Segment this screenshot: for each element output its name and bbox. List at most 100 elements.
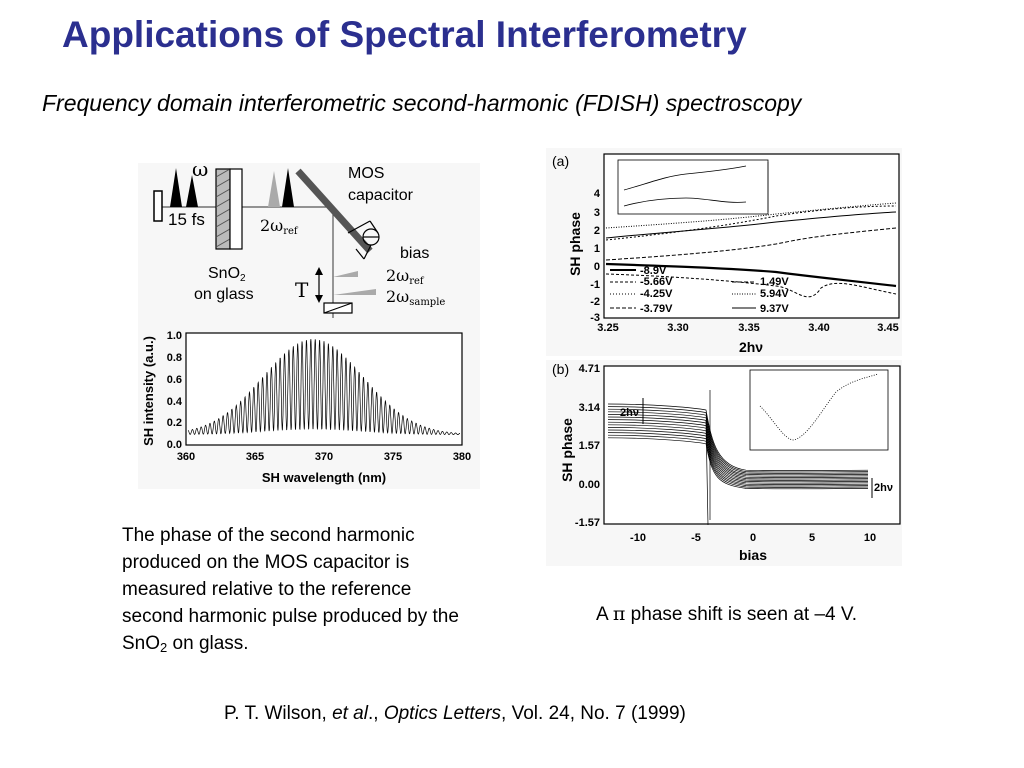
ref-subscript: ref: [283, 226, 299, 237]
pulse-duration-label: 15 fs: [168, 210, 205, 229]
x-tick: 10: [864, 532, 876, 544]
caption-right: A π phase shift is seen at –4 V.: [596, 603, 857, 626]
phase-curve: [607, 437, 869, 490]
y-tick: 0.8: [167, 352, 182, 364]
y-tick: 4: [594, 188, 601, 200]
y-tick: 0.0: [167, 439, 182, 451]
pi-symbol: π: [612, 603, 626, 625]
phase-curve: [607, 403, 869, 471]
sample-subscript: sample: [409, 297, 445, 308]
caption-line: SnO2 on glass.: [122, 630, 542, 657]
x-tick: 380: [453, 451, 471, 463]
y-tick: 2: [594, 225, 600, 237]
capacitor-label: capacitor: [348, 187, 414, 204]
phase-curve: [607, 432, 869, 487]
slide-subtitle: Frequency domain interferometric second-…: [42, 90, 802, 116]
y-tick: 0.6: [167, 374, 182, 386]
plot-b-y-label: SH phase: [559, 418, 575, 482]
phase-curve: [607, 427, 869, 484]
caption-text: phase shift is seen at –4 V.: [625, 604, 858, 625]
svg-text:2ωsample: 2ωsample: [386, 287, 445, 308]
legend: -8.9V -5.66V -4.25V -3.79V 1.49V 5.94V 9…: [640, 265, 789, 315]
citation-etal: et al: [332, 703, 368, 724]
phase-curve: [607, 424, 869, 483]
on-glass-label: on glass: [194, 286, 254, 303]
pulse-icon: [282, 168, 294, 207]
interference-fringes: [187, 339, 460, 435]
pulse-icon: [170, 168, 182, 207]
phase-curve: [607, 419, 869, 480]
plot-a-x-label: 2hν: [739, 339, 763, 355]
y-tick: -1: [590, 279, 600, 291]
legend-item: -3.79V: [640, 303, 673, 315]
omega-label: ω: [192, 163, 208, 181]
y-tick: 0.2: [167, 417, 182, 429]
phase-curve: [607, 414, 869, 477]
spectrum-x-label: SH wavelength (nm): [262, 470, 386, 485]
mos-label: MOS: [348, 165, 384, 182]
legend-item: -5.66V: [640, 276, 673, 288]
delay-t-label: T: [295, 278, 309, 302]
phase-curve: [607, 406, 869, 473]
panel-label-b: (b): [552, 361, 569, 377]
setup-and-spectrum-figure: ω 15 fs MOS capacitor 2ωref bias SnO2 on…: [138, 163, 480, 489]
mos-capacitor: [295, 168, 373, 254]
marker-right: 2hν: [874, 482, 893, 494]
phase-curve: [607, 408, 869, 474]
phase-curve: [607, 429, 869, 485]
y-tick: -1.57: [575, 517, 600, 529]
phase-curve: [705, 390, 711, 526]
y-tick: 0.4: [167, 396, 183, 408]
svg-text:SnO2: SnO2: [208, 265, 246, 284]
x-tick: 365: [246, 451, 264, 463]
bias-circuit: [347, 220, 380, 260]
pulse-icon: [268, 171, 280, 207]
y-tick: 1.57: [579, 440, 600, 452]
phase-curve: [607, 421, 869, 481]
y-tick: 0: [594, 261, 600, 273]
sno2-plate: [215, 168, 231, 250]
spectrum-plot: 1.0 0.8 0.6 0.4 0.2 0.0 360 365 370 375 …: [141, 330, 471, 485]
y-tick: -2: [590, 296, 600, 308]
svg-text:2ωref: 2ωref: [386, 266, 425, 287]
inset-plot: [749, 369, 889, 451]
panel-label-a: (a): [552, 153, 569, 169]
y-tick: -3: [590, 312, 600, 324]
citation-details: , Vol. 24, No. 7 (1999): [501, 703, 686, 724]
phase-curves: [607, 390, 869, 526]
x-tick: 3.40: [808, 322, 829, 334]
marker-left: 2hν: [620, 407, 639, 419]
x-tick: -5: [691, 532, 701, 544]
x-tick: 3.25: [597, 322, 618, 334]
y-tick: 1: [594, 243, 600, 255]
spectrum-y-label: SH intensity (a.u.): [141, 336, 156, 446]
pulse-icon: [186, 175, 198, 207]
y-tick: 1.0: [167, 330, 182, 342]
bias-label: bias: [400, 245, 429, 262]
caption-subscript: 2: [160, 640, 168, 655]
inset-plot: [617, 159, 769, 215]
phase-curve: [607, 434, 869, 488]
citation-authors: P. T. Wilson,: [224, 703, 333, 724]
citation-separator: .,: [367, 703, 384, 724]
y-tick: 0.00: [579, 479, 600, 491]
caption-text: on glass.: [167, 633, 249, 654]
plot-a-y-label: SH phase: [567, 212, 583, 276]
x-tick: 370: [315, 451, 333, 463]
legend-item: -8.9V: [640, 265, 667, 277]
ref-subscript-2: ref: [409, 276, 425, 287]
x-tick: 5: [809, 532, 815, 544]
caption-left: The phase of the second harmonic produce…: [122, 522, 542, 657]
citation: P. T. Wilson, et al., Optics Letters, Vo…: [224, 703, 686, 725]
lens-icon: [153, 190, 163, 222]
two-omega-ref-label-2: 2ω: [386, 266, 409, 285]
caption-line: second harmonic pulse produced by the: [122, 606, 459, 627]
sno2-label: SnO: [208, 265, 240, 282]
legend-item: 9.37V: [760, 303, 789, 315]
sno2-subscript: 2: [240, 273, 246, 284]
caption-line: measured relative to the reference: [122, 579, 412, 600]
phase-curve: [607, 416, 869, 478]
x-tick: 3.35: [738, 322, 759, 334]
caption-text: A: [596, 604, 613, 625]
citation-journal: Optics Letters: [383, 703, 502, 724]
